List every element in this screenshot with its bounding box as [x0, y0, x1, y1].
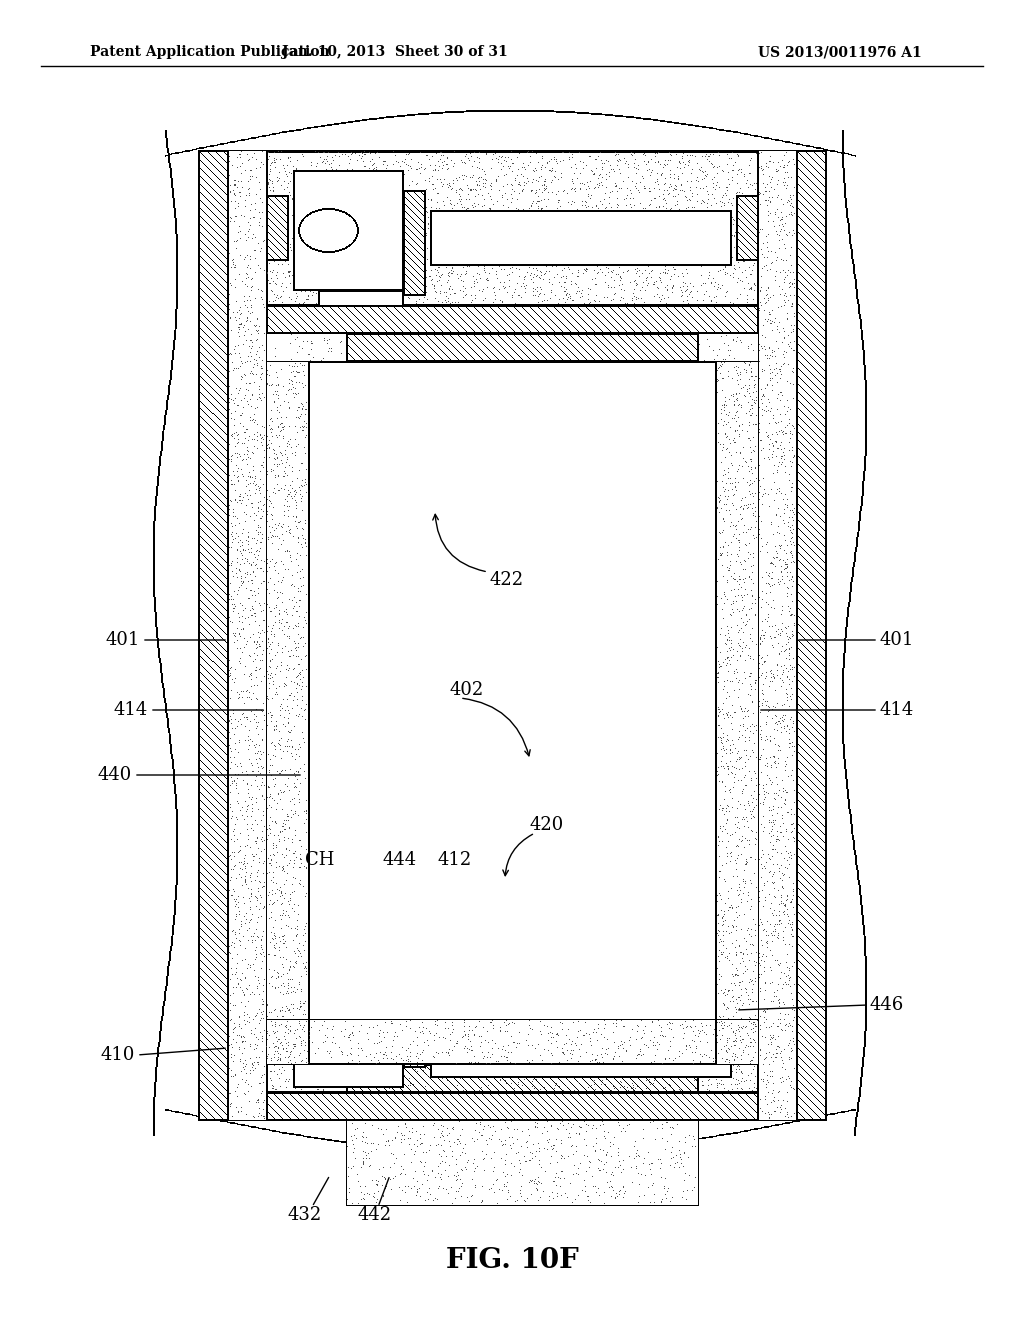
Text: 422: 422	[490, 572, 524, 589]
Text: 420: 420	[530, 816, 564, 834]
Text: 442: 442	[358, 1206, 392, 1224]
Text: 444: 444	[383, 851, 417, 869]
Text: 410: 410	[100, 1045, 135, 1064]
Text: 401: 401	[880, 631, 914, 649]
Text: 401: 401	[105, 631, 140, 649]
Text: CH: CH	[305, 851, 335, 869]
Text: 440: 440	[97, 766, 132, 784]
Text: 402: 402	[450, 681, 484, 700]
Text: 432: 432	[288, 1206, 323, 1224]
Text: 414: 414	[880, 701, 914, 719]
Text: 446: 446	[870, 997, 904, 1014]
Text: Patent Application Publication: Patent Application Publication	[90, 45, 330, 59]
Text: Jan. 10, 2013  Sheet 30 of 31: Jan. 10, 2013 Sheet 30 of 31	[283, 45, 508, 59]
Text: US 2013/0011976 A1: US 2013/0011976 A1	[758, 45, 922, 59]
Text: 412: 412	[438, 851, 472, 869]
Text: FIG. 10F: FIG. 10F	[445, 1246, 579, 1274]
Text: 414: 414	[114, 701, 148, 719]
